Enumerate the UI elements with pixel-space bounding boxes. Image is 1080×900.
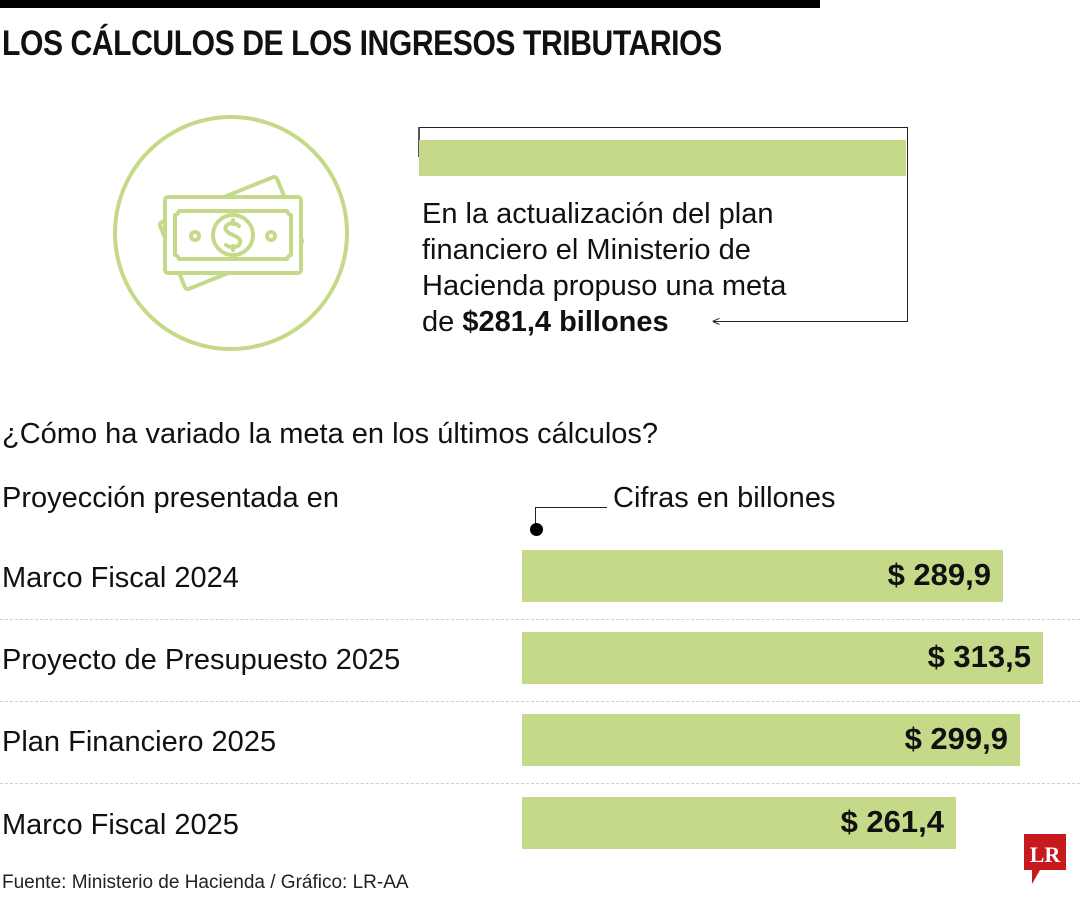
bar-label: Plan Financiero 2025	[2, 726, 277, 758]
bar-value: $ 313,5	[927, 639, 1031, 674]
source-credit: Fuente: Ministerio de Hacienda / Gráfico…	[2, 872, 409, 893]
units-label: Cifras en billones	[613, 482, 836, 514]
units-dot-icon	[530, 523, 543, 536]
callout-arrow-line	[714, 321, 907, 322]
callout-frame	[418, 127, 908, 322]
row-divider	[0, 783, 1080, 784]
bar-row: Plan Financiero 2025 $ 299,9	[0, 714, 1080, 766]
page-title: LOS CÁLCULOS DE LOS INGRESOS TRIBUTARIOS	[2, 24, 722, 63]
bar: $ 289,9	[522, 550, 1003, 602]
callout-accent-band	[419, 140, 906, 176]
callout-text: En la actualización del plan financiero …	[422, 196, 786, 340]
bar-label: Marco Fiscal 2025	[2, 809, 239, 841]
row-divider	[0, 701, 1080, 702]
bar-value: $ 289,9	[887, 557, 991, 592]
lr-logo: LR	[1022, 832, 1068, 886]
bar-label: Proyecto de Presupuesto 2025	[2, 644, 401, 676]
arrow-left-icon: <	[712, 313, 721, 329]
top-rule	[0, 0, 820, 8]
bar-row: Marco Fiscal 2024 $ 289,9	[0, 550, 1080, 602]
callout-line-2: financiero el Ministerio de	[422, 234, 751, 266]
units-leader-horizontal	[535, 507, 607, 508]
bar-label: Marco Fiscal 2024	[2, 562, 239, 594]
row-divider	[0, 619, 1080, 620]
bar-row: Marco Fiscal 2025 $ 261,4	[0, 797, 1080, 849]
callout-line-3: Hacienda propuso una meta	[422, 270, 787, 302]
category-column-label: Proyección presentada en	[2, 482, 339, 514]
bar: $ 313,5	[522, 632, 1043, 684]
bar: $ 299,9	[522, 714, 1020, 766]
callout-line-1: En la actualización del plan	[422, 198, 774, 230]
chart-subtitle: ¿Cómo ha variado la meta en los últimos …	[2, 418, 659, 450]
bar: $ 261,4	[522, 797, 956, 849]
bar-value: $ 261,4	[840, 804, 944, 839]
target-amount: $281,4 billones	[462, 306, 669, 338]
money-bills-icon	[113, 115, 349, 351]
bar-value: $ 299,9	[904, 721, 1008, 756]
svg-text:LR: LR	[1030, 842, 1062, 867]
units-leader-vertical	[535, 507, 536, 527]
callout-line-4: de $281,4 billones	[422, 306, 669, 338]
bar-row: Proyecto de Presupuesto 2025 $ 313,5	[0, 632, 1080, 684]
